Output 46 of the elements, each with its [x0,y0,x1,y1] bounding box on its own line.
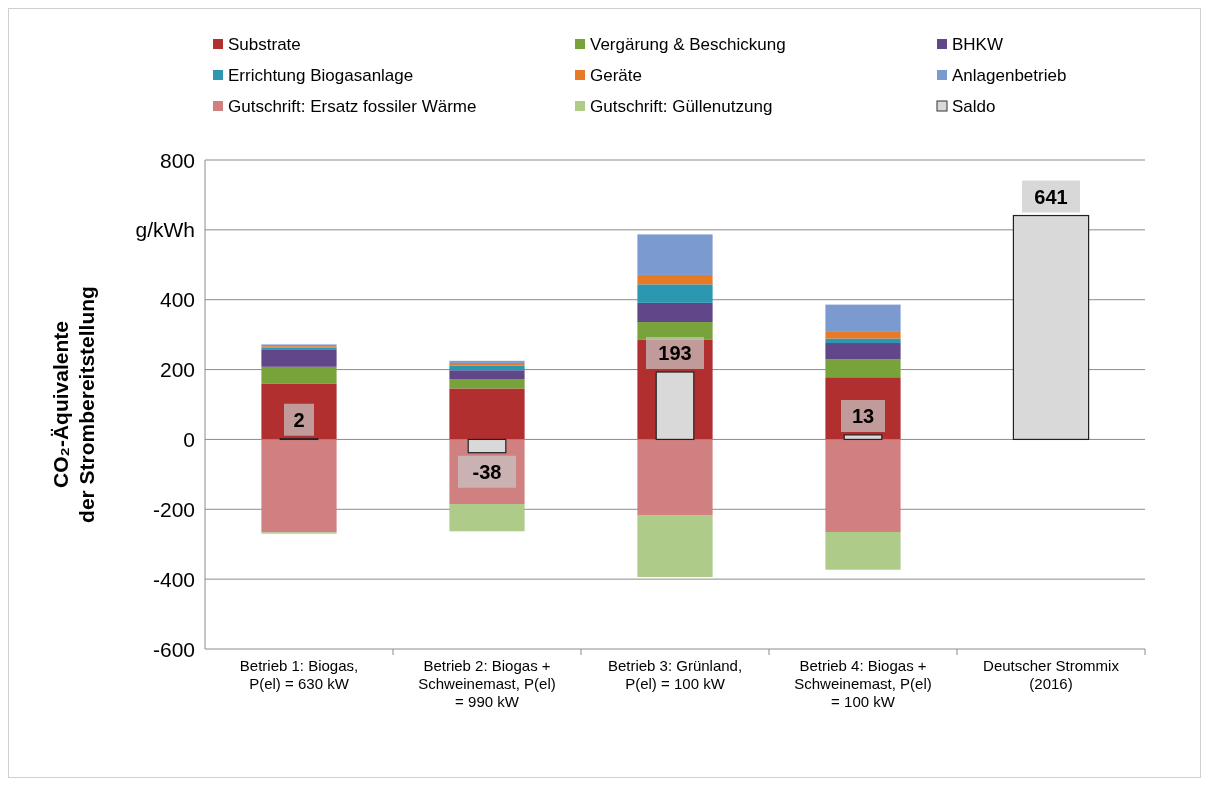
bar [843,434,883,441]
x-tick-label: Deutscher Strommix (2016) [983,657,1120,692]
bar [637,284,713,303]
data-label: -38 [472,460,502,483]
bar [825,331,901,339]
y-tick-label: 800 [159,148,195,172]
data-label: 641 [1034,185,1068,208]
bar [449,370,525,379]
y-tick-label: -200 [152,497,195,521]
legend-label: Vergärung & Beschickung [590,34,786,54]
y-axis-title: CO₂-Äquivalente der Strombereitstellung [49,286,98,523]
bar [261,439,337,533]
bar [825,343,901,360]
legend-label: Substrate [228,34,301,54]
bar [449,504,525,532]
bar [637,515,713,578]
x-tick-label: Betrieb 3: Grünland, P(el) = 100 kW [607,657,743,692]
x-tick-label: Betrieb 2: Biogas + Schweinemast, P(el) = 990 kW [418,657,556,710]
data-label: 2 [293,408,305,431]
y-tick-label: 200 [159,358,195,382]
legend-label: Anlagenbetrieb [952,65,1067,85]
x-tick-label: Betrieb 4: Biogas + Schweinemast, P(el) = 100 kW [794,657,932,710]
bar [825,338,901,344]
y-tick-label: 0 [183,427,195,451]
bar [637,234,713,275]
x-tick-label: Betrieb 1: Biogas, P(el) = 630 kW [239,657,359,692]
legend-label: Geräte [590,65,642,85]
legend-label: Errichtung Biogasanlage [228,65,414,85]
legend-label: Gutschrift: Ersatz fossiler Wärme [228,96,477,116]
bar [637,274,713,285]
bar [825,304,901,332]
data-label: 13 [851,404,875,427]
y-tick-label: g/kWh [135,218,195,242]
bar [825,531,901,570]
bar [261,349,337,367]
y-tick-label: 400 [159,288,195,312]
bar [449,379,525,389]
legend-label: Saldo [952,96,996,116]
bar [825,359,901,378]
bar [261,366,337,384]
y-tick-label: -400 [152,567,195,591]
legend-label: BHKW [952,34,1003,54]
y-tick-label: -600 [152,637,195,661]
legend-label: Gutschrift: Güllenutzung [590,96,773,116]
data-label: 193 [658,342,692,365]
bar [637,302,713,323]
